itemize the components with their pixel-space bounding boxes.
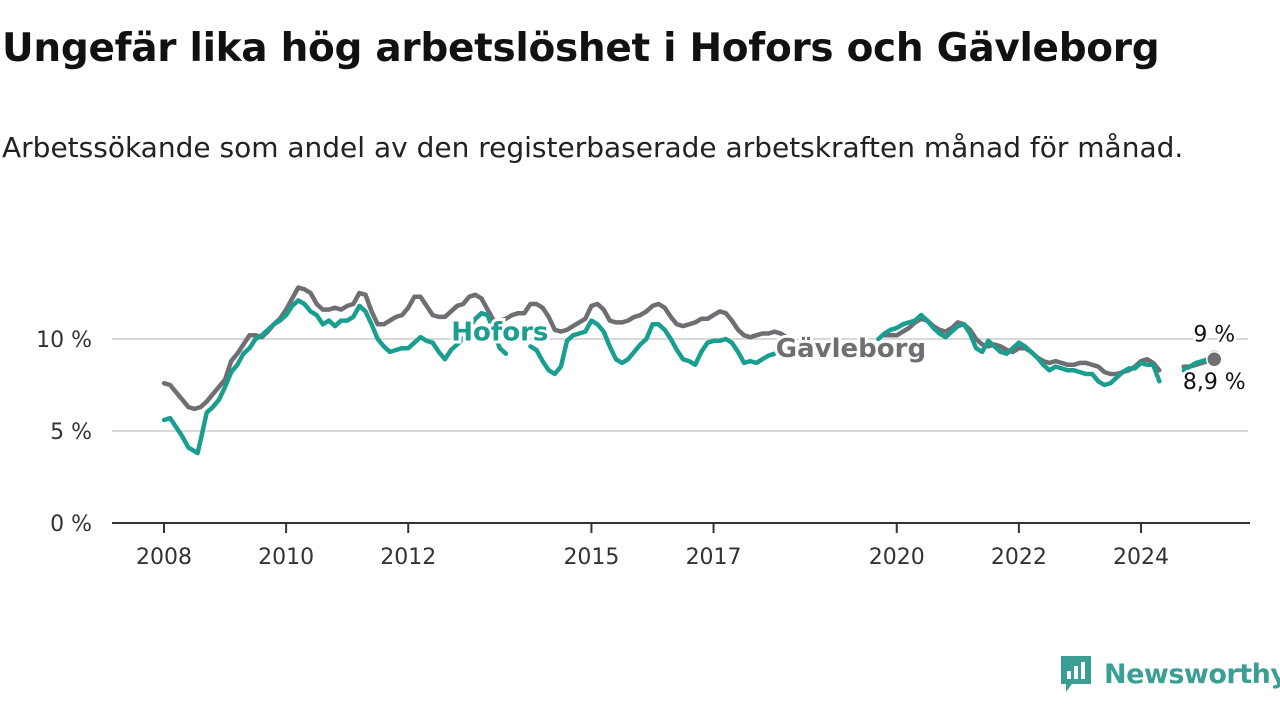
end-point-marker bbox=[1206, 350, 1223, 368]
series-line-gvleborg bbox=[161, 285, 790, 412]
x-tick-label: 2012 bbox=[380, 545, 436, 570]
end-value-labels: 9 % 8,9 % bbox=[1180, 320, 1248, 398]
series-lines bbox=[161, 285, 1217, 456]
series-line-hofors bbox=[161, 298, 509, 456]
x-axis-ticks: 2008 2010 2012 2015 2017 2020 2022 2024 bbox=[136, 523, 1169, 570]
y-tick-label: 0 % bbox=[50, 512, 92, 537]
newsworthy-brand[interactable]: Newsworthy bbox=[1058, 654, 1280, 694]
x-tick-label: 2010 bbox=[258, 545, 314, 570]
y-axis-tick-labels: 0 % 5 % 10 % bbox=[36, 328, 92, 537]
chart-title: Ungefär lika hög arbetslöshet i Hofors o… bbox=[2, 26, 1160, 71]
chart-subtitle: Arbetssökande som andel av den registerb… bbox=[2, 131, 1184, 164]
series-line-hofors bbox=[528, 318, 777, 377]
end-value-label: 9 % bbox=[1193, 322, 1235, 347]
x-tick-label: 2015 bbox=[563, 545, 619, 570]
y-tick-label: 10 % bbox=[36, 328, 92, 353]
series-line-hofors bbox=[876, 312, 1162, 388]
end-value-label: 8,9 % bbox=[1183, 370, 1246, 395]
y-tick-label: 5 % bbox=[50, 420, 92, 445]
x-tick-label: 2020 bbox=[869, 545, 925, 570]
x-tick-label: 2024 bbox=[1113, 545, 1169, 570]
series-label-gvleborg: Gävleborg bbox=[776, 334, 926, 364]
x-tick-label: 2008 bbox=[136, 545, 192, 570]
series-label-hofors: Hofors bbox=[451, 318, 548, 348]
series-labels: Hofors Gävleborg bbox=[448, 315, 929, 368]
x-tick-label: 2017 bbox=[686, 545, 742, 570]
newsworthy-logo-icon bbox=[1061, 656, 1091, 692]
y-gridlines bbox=[112, 338, 1248, 432]
newsworthy-logo-text: Newsworthy bbox=[1104, 658, 1280, 690]
end-point-markers bbox=[1206, 349, 1223, 368]
x-tick-label: 2022 bbox=[991, 545, 1047, 570]
